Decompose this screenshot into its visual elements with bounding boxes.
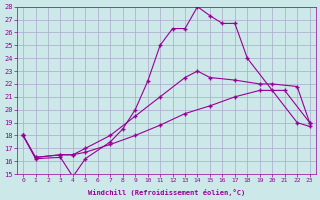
- X-axis label: Windchill (Refroidissement éolien,°C): Windchill (Refroidissement éolien,°C): [88, 189, 245, 196]
